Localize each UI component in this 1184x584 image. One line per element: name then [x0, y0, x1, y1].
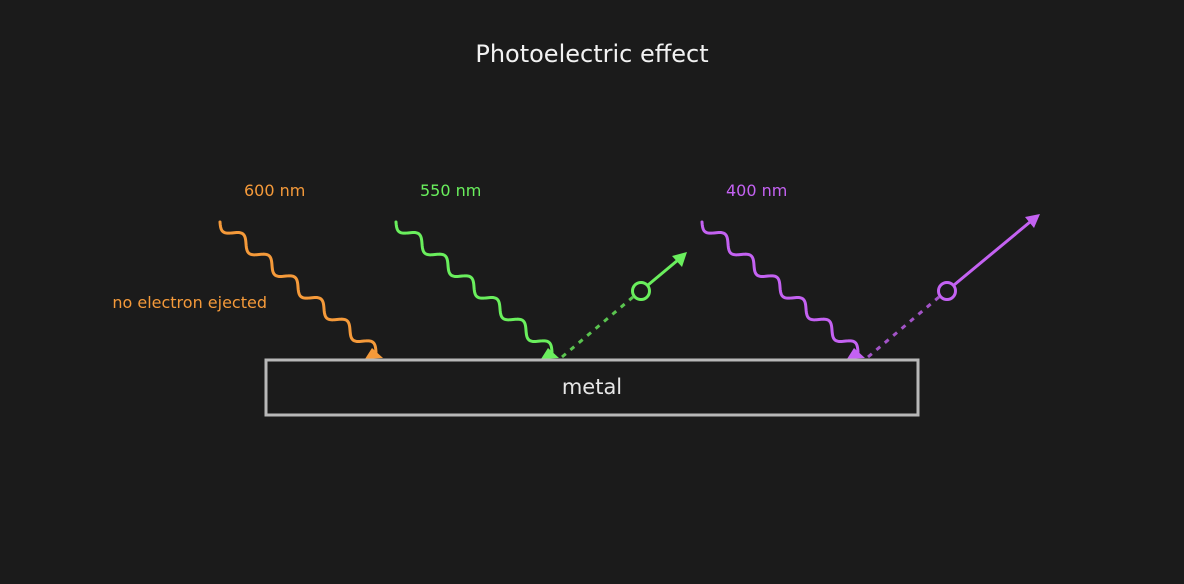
no-electron-note: no electron ejected: [112, 293, 267, 312]
electron-550nm: [631, 281, 651, 301]
electron-path-550nm: [561, 295, 634, 359]
electron-velocity-550nm: [647, 258, 679, 287]
diagram-title: Photoelectric effect: [475, 40, 708, 68]
electron-velocity-arrowhead-400nm: [1025, 214, 1040, 228]
electron-velocity-400nm: [953, 220, 1031, 287]
electron-velocity-arrowhead-550nm: [672, 252, 687, 267]
photon-550nm: 550 nm: [394, 181, 687, 359]
photon-arrowhead-400nm: [847, 348, 865, 359]
wavelength-label-600nm: 600 nm: [244, 181, 305, 200]
photon-arrowhead-600nm: [365, 348, 383, 359]
wavelength-label-400nm: 400 nm: [726, 181, 787, 200]
photon-400nm: 400 nm: [700, 181, 1040, 359]
wavelength-label-550nm: 550 nm: [420, 181, 481, 200]
metal-slab: [264, 358, 920, 417]
electron-400nm: [937, 281, 957, 301]
photon-wave-400nm: [700, 220, 860, 354]
electron-path-400nm: [867, 295, 940, 359]
photon-arrowhead-550nm: [541, 348, 559, 359]
photon-wave-600nm: [218, 220, 378, 354]
metal-label: metal: [562, 375, 622, 399]
photon-wave-550nm: [394, 220, 554, 354]
photon-600nm: 600 nm no electron ejected: [112, 181, 383, 359]
